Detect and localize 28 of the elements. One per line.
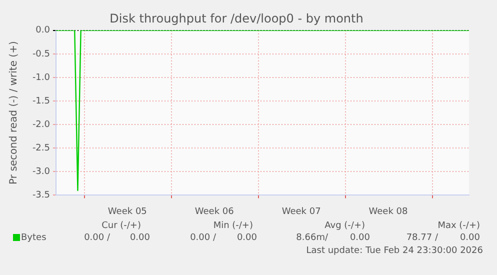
chart-title: Disk throughput for /dev/loop0 - by month: [110, 11, 364, 26]
text: 0.00 /: [84, 233, 110, 243]
y-axis-title: Pr second read (-) / write (+): [8, 41, 20, 184]
text: Avg (-/+): [324, 221, 365, 231]
text: Min (-/+): [213, 221, 253, 231]
text: 0.00: [130, 233, 150, 243]
x-tick-label: Week 05: [108, 206, 147, 217]
x-tick-label: Week 06: [194, 206, 234, 217]
text: 78.77 /: [406, 233, 438, 243]
text: Max (-/+): [438, 221, 480, 231]
text: 0.00 /: [190, 233, 216, 243]
y-tick-label: -2.0: [32, 120, 50, 130]
y-tick-label: -1.0: [32, 72, 50, 83]
y-tick-label: -1.5: [32, 96, 50, 106]
y-tick-label: -0.5: [32, 49, 50, 60]
y-tick-label: 0.0: [36, 26, 50, 36]
y-tick-label: -2.5: [32, 143, 50, 154]
text: Cur (-/+): [102, 221, 141, 231]
text: 0.00: [236, 233, 257, 243]
y-tick-label: -3.5: [32, 190, 50, 201]
text: Last update: Tue Feb 24 23:30:00 2026: [306, 246, 483, 256]
text: 8.66m/: [296, 233, 328, 243]
x-tick-label: Week 07: [282, 206, 321, 217]
legend-label: Bytes: [20, 233, 46, 243]
y-tick-label: -3.0: [32, 167, 50, 177]
text: 0.00: [350, 233, 370, 243]
text: 0.00: [460, 233, 480, 243]
x-tick-label: Week 08: [368, 206, 408, 217]
